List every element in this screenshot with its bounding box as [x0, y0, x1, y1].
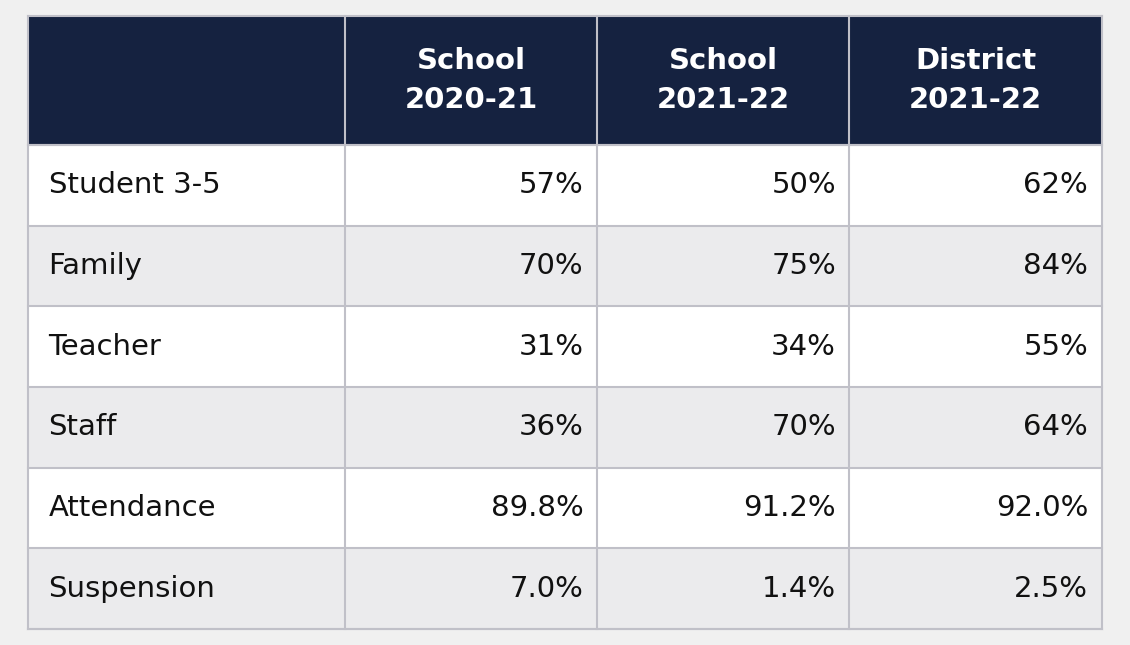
Bar — [850, 226, 1102, 306]
Text: 70%: 70% — [519, 252, 583, 280]
Bar — [345, 548, 597, 629]
Bar — [597, 548, 850, 629]
Bar — [850, 548, 1102, 629]
Bar — [597, 468, 850, 548]
Text: 64%: 64% — [1024, 413, 1088, 441]
Bar — [345, 145, 597, 226]
Text: 55%: 55% — [1024, 333, 1088, 361]
Text: School
2021-22: School 2021-22 — [657, 47, 790, 114]
Text: Family: Family — [49, 252, 142, 280]
Text: 92.0%: 92.0% — [996, 494, 1088, 522]
Text: 34%: 34% — [771, 333, 836, 361]
Bar — [850, 468, 1102, 548]
Text: 57%: 57% — [519, 172, 583, 199]
Text: Suspension: Suspension — [49, 575, 216, 602]
Text: 31%: 31% — [519, 333, 583, 361]
Bar — [28, 468, 345, 548]
Bar — [345, 387, 597, 468]
Bar — [345, 468, 597, 548]
Bar — [28, 145, 345, 226]
Bar — [28, 16, 345, 145]
Text: 36%: 36% — [519, 413, 583, 441]
Bar — [597, 145, 850, 226]
Bar — [597, 387, 850, 468]
Text: 2.5%: 2.5% — [1015, 575, 1088, 602]
Text: School
2020-21: School 2020-21 — [405, 47, 538, 114]
Text: 50%: 50% — [772, 172, 836, 199]
Bar — [850, 16, 1102, 145]
Text: 1.4%: 1.4% — [762, 575, 836, 602]
Bar — [28, 306, 345, 387]
Text: Staff: Staff — [49, 413, 118, 441]
Text: 84%: 84% — [1024, 252, 1088, 280]
Text: 75%: 75% — [771, 252, 836, 280]
Text: 91.2%: 91.2% — [744, 494, 836, 522]
Text: 70%: 70% — [772, 413, 836, 441]
Bar — [28, 548, 345, 629]
Text: 89.8%: 89.8% — [490, 494, 583, 522]
Bar — [345, 306, 597, 387]
Bar — [850, 387, 1102, 468]
Bar — [597, 306, 850, 387]
Bar — [345, 226, 597, 306]
Bar — [850, 306, 1102, 387]
Text: 7.0%: 7.0% — [510, 575, 583, 602]
Bar — [850, 145, 1102, 226]
Bar — [345, 16, 597, 145]
Text: Student 3-5: Student 3-5 — [49, 172, 220, 199]
Bar — [28, 226, 345, 306]
Bar — [597, 226, 850, 306]
Text: Teacher: Teacher — [49, 333, 162, 361]
Text: District
2021-22: District 2021-22 — [909, 47, 1042, 114]
Bar — [597, 16, 850, 145]
Bar — [28, 387, 345, 468]
Text: 62%: 62% — [1024, 172, 1088, 199]
Text: Attendance: Attendance — [49, 494, 216, 522]
